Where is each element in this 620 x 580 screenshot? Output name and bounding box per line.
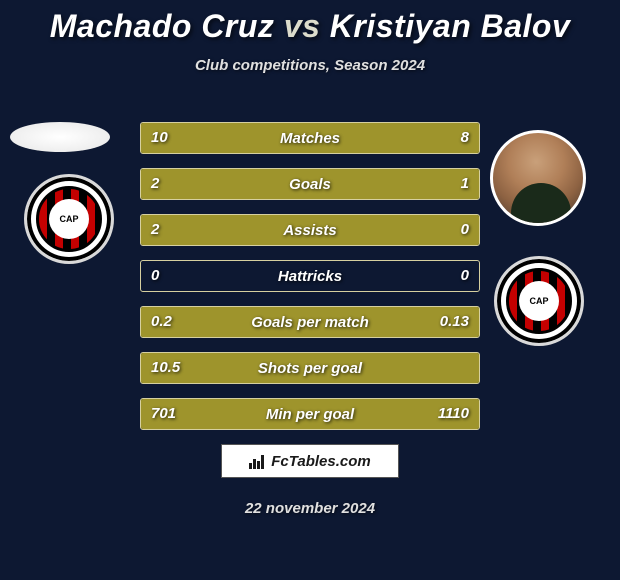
stats-chart: 10Matches82Goals12Assists00Hattricks00.2… xyxy=(140,122,480,444)
stat-row: 0.2Goals per match0.13 xyxy=(140,306,480,338)
stat-label: Shots per goal xyxy=(141,360,479,377)
player2-club-logo: CAP xyxy=(494,256,584,346)
stat-label: Goals per match xyxy=(141,314,479,331)
stat-label: Goals xyxy=(141,176,479,193)
subtitle: Club competitions, Season 2024 xyxy=(0,57,620,74)
stat-value-right: 1 xyxy=(461,175,469,192)
stat-row: 10.5Shots per goal xyxy=(140,352,480,384)
club-badge-text: CAP xyxy=(49,199,89,239)
page-title: Machado Cruz vs Kristiyan Balov xyxy=(0,0,620,45)
player2-name: Kristiyan Balov xyxy=(330,8,570,44)
stat-value-right: 8 xyxy=(461,129,469,146)
stat-value-right: 1110 xyxy=(438,405,469,422)
player1-club-logo: CAP xyxy=(24,174,114,264)
stat-value-right: 0 xyxy=(461,267,469,284)
stat-row: 701Min per goal1110 xyxy=(140,398,480,430)
stat-value-right: 0.13 xyxy=(440,313,469,330)
stat-row: 2Goals1 xyxy=(140,168,480,200)
club-badge-text: CAP xyxy=(519,281,559,321)
watermark: FcTables.com xyxy=(221,444,399,478)
watermark-text: FcTables.com xyxy=(271,453,370,470)
stat-label: Matches xyxy=(141,130,479,147)
stat-label: Hattricks xyxy=(141,268,479,285)
player1-name: Machado Cruz xyxy=(50,8,275,44)
stat-label: Assists xyxy=(141,222,479,239)
stat-row: 2Assists0 xyxy=(140,214,480,246)
player1-photo xyxy=(10,122,110,152)
stat-row: 0Hattricks0 xyxy=(140,260,480,292)
bars-icon xyxy=(249,453,265,469)
player2-photo xyxy=(490,130,586,226)
date-text: 22 november 2024 xyxy=(0,500,620,517)
stat-value-right: 0 xyxy=(461,221,469,238)
stat-label: Min per goal xyxy=(141,406,479,423)
vs-text: vs xyxy=(284,8,321,44)
stat-row: 10Matches8 xyxy=(140,122,480,154)
